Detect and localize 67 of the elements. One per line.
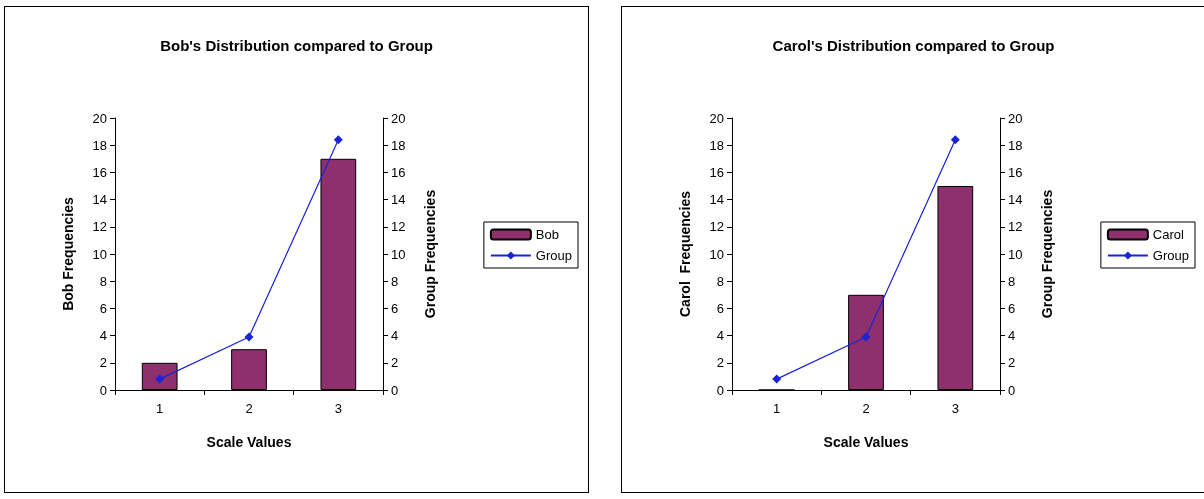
y-tick-label: 18 xyxy=(92,137,107,153)
y2-tick-label: 14 xyxy=(1008,192,1023,208)
y-tick-label: 8 xyxy=(716,273,724,289)
point xyxy=(950,135,960,145)
y2-tick-label: 2 xyxy=(391,355,399,371)
y-tick-label: 4 xyxy=(99,328,107,344)
legend-label: Carol xyxy=(1152,227,1185,242)
y-tick-label: 20 xyxy=(92,110,107,126)
y-tick-label: 18 xyxy=(709,137,724,153)
legend-label: Group xyxy=(1152,248,1190,263)
x-tick-label: 2 xyxy=(245,401,253,416)
y-tick-label: 8 xyxy=(99,273,107,289)
y-axis-title: Bob Frequencies xyxy=(60,197,76,311)
y2-tick-label: 16 xyxy=(391,164,406,180)
y-tick-label: 6 xyxy=(99,300,107,316)
y2-tick-label: 12 xyxy=(391,219,406,235)
y2-tick-label: 4 xyxy=(1008,328,1016,344)
y-tick-label: 2 xyxy=(716,355,724,371)
legend-label: Bob xyxy=(535,227,560,242)
x-tick-label: 3 xyxy=(951,401,959,416)
y2-tick-label: 18 xyxy=(1008,137,1023,153)
y2-tick-label: 0 xyxy=(1008,382,1016,398)
y2-tick-label: 8 xyxy=(1008,273,1016,289)
y-tick-label: 16 xyxy=(709,164,724,180)
y2-tick-label: 6 xyxy=(391,300,399,316)
y-axis-title: Carol Frequencies xyxy=(677,190,693,318)
y-tick-label: 12 xyxy=(709,219,724,235)
y-tick-label: 0 xyxy=(99,382,107,398)
y-tick-label: 20 xyxy=(709,110,724,126)
x-tick-label: 1 xyxy=(156,401,164,416)
x-tick-label: 1 xyxy=(773,401,781,416)
y-tick-label: 14 xyxy=(92,192,107,208)
x-tick-label: 3 xyxy=(334,401,342,416)
point xyxy=(772,374,782,384)
y2-tick-label: 10 xyxy=(391,246,406,262)
y2-tick-label: 20 xyxy=(1008,110,1023,126)
y-tick-label: 0 xyxy=(716,382,724,398)
legend-label: Group xyxy=(535,248,573,263)
y-tick-label: 2 xyxy=(99,355,107,371)
y2-tick-label: 16 xyxy=(1008,164,1023,180)
y-tick-label: 4 xyxy=(716,328,724,344)
y2-axis-title: Group Frequencies xyxy=(422,189,438,319)
y2-tick-label: 12 xyxy=(1008,219,1023,235)
y2-axis-title: Group Frequencies xyxy=(1039,189,1055,319)
chart-title: Bob's Distribution compared to Group xyxy=(160,37,433,54)
y-tick-label: 16 xyxy=(92,164,107,180)
y2-tick-label: 6 xyxy=(1008,300,1016,316)
x-axis-title: Scale Values xyxy=(823,434,909,450)
y-tick-label: 14 xyxy=(709,192,724,208)
y2-tick-label: 10 xyxy=(1008,246,1023,262)
point xyxy=(244,332,254,342)
chart-title: Carol's Distribution compared to Group xyxy=(772,37,1055,54)
x-tick-label: 2 xyxy=(862,401,870,416)
y2-tick-label: 8 xyxy=(391,273,399,289)
y-tick-label: 12 xyxy=(92,219,107,235)
y2-tick-label: 18 xyxy=(391,137,406,153)
y2-tick-label: 14 xyxy=(391,192,406,208)
y2-tick-label: 20 xyxy=(391,110,406,126)
y-tick-label: 6 xyxy=(716,300,724,316)
x-axis-title: Scale Values xyxy=(206,434,292,450)
point xyxy=(861,332,871,342)
y2-tick-label: 2 xyxy=(1008,355,1016,371)
y-tick-label: 10 xyxy=(709,246,724,262)
y-tick-label: 10 xyxy=(92,246,107,262)
point xyxy=(333,135,343,145)
y2-tick-label: 4 xyxy=(391,328,399,344)
y2-tick-label: 0 xyxy=(391,382,399,398)
